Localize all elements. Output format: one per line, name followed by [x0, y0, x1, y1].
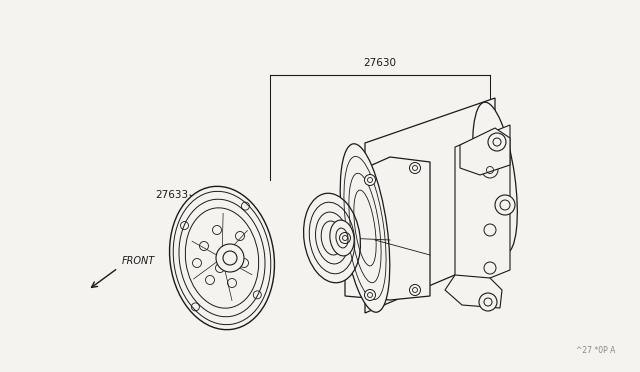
Circle shape	[410, 163, 420, 173]
Circle shape	[488, 133, 506, 151]
Circle shape	[216, 244, 244, 272]
Ellipse shape	[340, 144, 390, 312]
Circle shape	[479, 293, 497, 311]
Circle shape	[482, 162, 498, 178]
Ellipse shape	[303, 193, 360, 283]
Circle shape	[410, 285, 420, 295]
Circle shape	[495, 195, 515, 215]
Circle shape	[484, 224, 496, 236]
Circle shape	[365, 174, 376, 186]
Text: ^27 *0P A: ^27 *0P A	[575, 346, 615, 355]
Polygon shape	[460, 128, 510, 175]
Circle shape	[365, 289, 376, 301]
Ellipse shape	[170, 186, 275, 330]
Text: FRONT: FRONT	[122, 256, 156, 266]
Polygon shape	[445, 275, 502, 308]
Text: 27633: 27633	[155, 190, 188, 200]
Text: 27630: 27630	[364, 58, 397, 68]
Ellipse shape	[473, 102, 517, 254]
Polygon shape	[455, 125, 510, 292]
Circle shape	[484, 262, 496, 274]
Circle shape	[339, 232, 351, 244]
Polygon shape	[345, 157, 430, 300]
Polygon shape	[365, 98, 495, 313]
Ellipse shape	[330, 220, 354, 256]
Ellipse shape	[185, 208, 259, 308]
Text: 27631: 27631	[430, 125, 463, 135]
